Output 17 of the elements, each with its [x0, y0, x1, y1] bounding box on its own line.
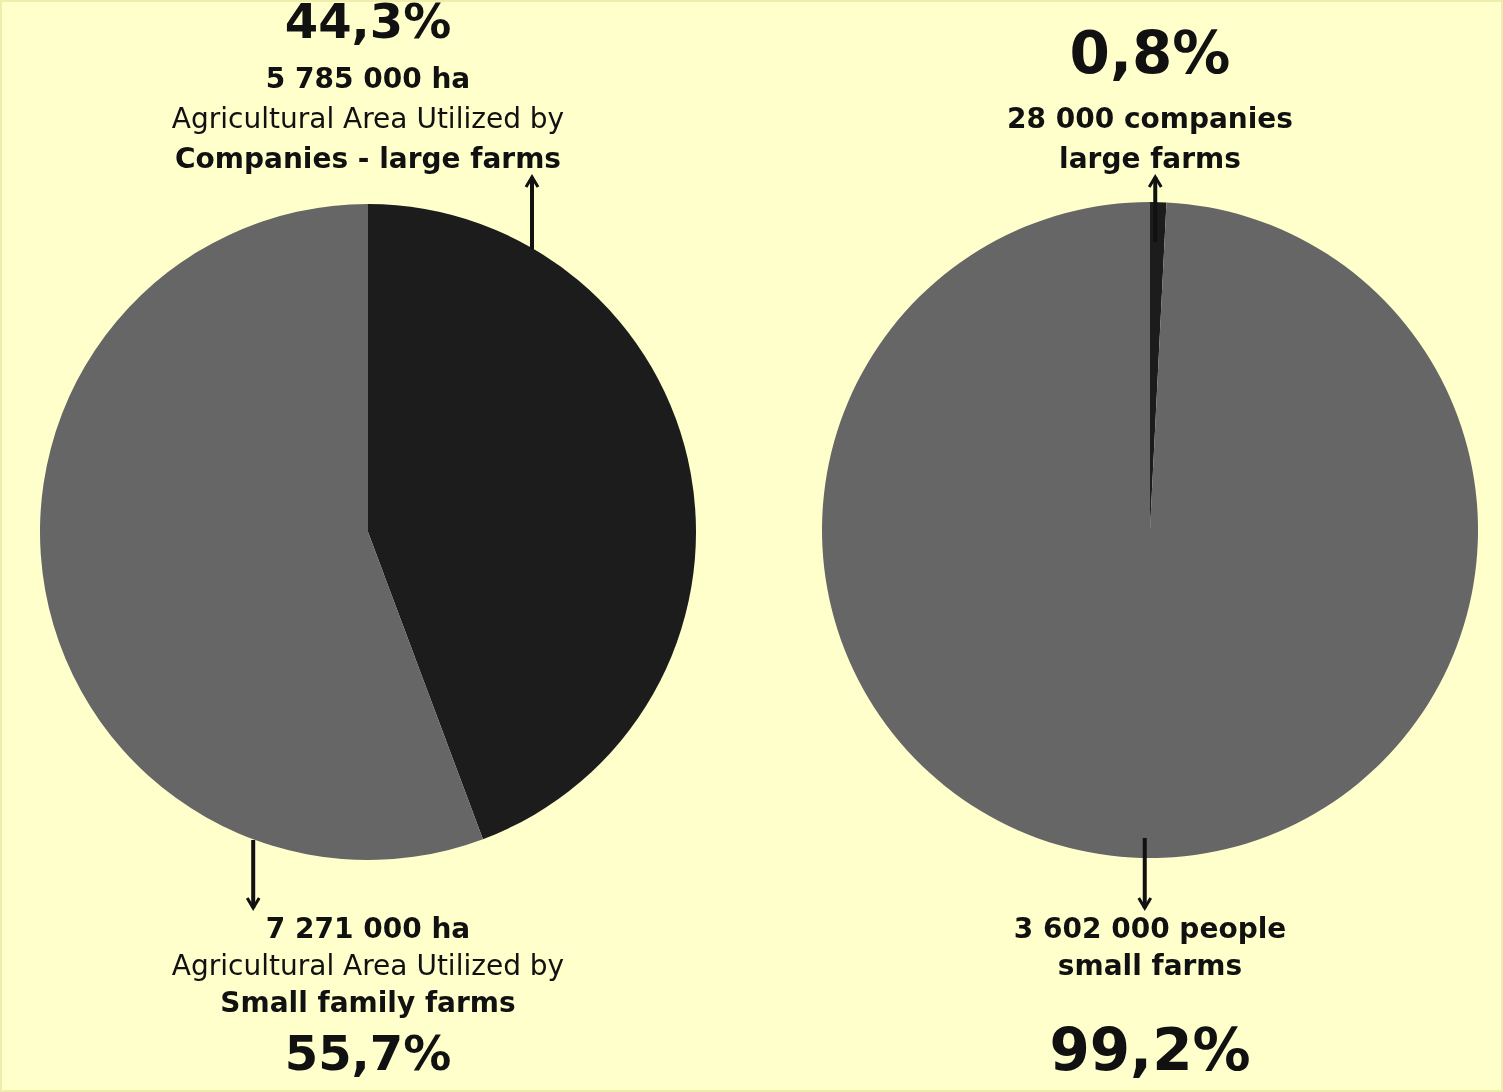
pie-slice	[40, 204, 483, 860]
data-label: 0,8%	[1069, 19, 1231, 87]
data-label: 99,2%	[1049, 1016, 1251, 1084]
data-label: 55,7%	[284, 1025, 452, 1081]
text: Agricultural Area Utilized by	[171, 102, 565, 135]
slice-label: small farms	[1057, 949, 1243, 982]
text: Agricultural Area Utilized by	[171, 949, 565, 982]
slice-label: Companies - large farms	[174, 142, 562, 175]
text: 28 000 companies	[1006, 102, 1294, 135]
text: 7 271 000 ha	[265, 912, 471, 945]
pie-slice	[822, 202, 1478, 858]
slice-label: large farms	[1059, 142, 1241, 175]
data-label: 44,3%	[284, 0, 452, 49]
slice-label: Small family farms	[220, 986, 516, 1019]
text: 3 602 000 people	[1013, 912, 1287, 945]
text: 5 785 000 ha	[265, 62, 471, 95]
pie-slice	[368, 204, 696, 840]
